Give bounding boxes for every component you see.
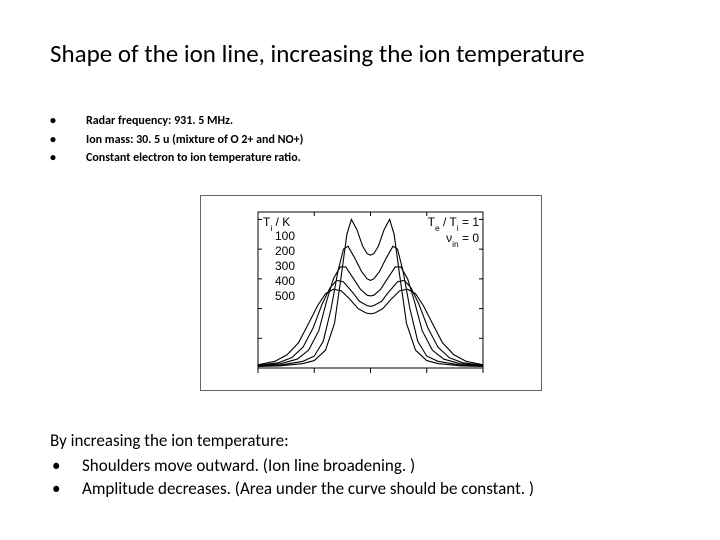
- bullet-dot-icon: •: [50, 455, 82, 478]
- bottom-text-block: By increasing the ion temperature: • Sho…: [50, 430, 534, 501]
- svg-text:400: 400: [275, 274, 295, 288]
- top-bullet-item: • Radar frequency: 931. 5 MHz.: [50, 112, 303, 131]
- svg-text:300: 300: [275, 259, 295, 273]
- top-bullet-list: • Radar frequency: 931. 5 MHz. • Ion mas…: [50, 112, 303, 168]
- chart-border: Ti / K100200300400500Te / Ti = 1νin = 0: [200, 195, 542, 391]
- bottom-bullet-text: Shoulders move outward. (Ion line broade…: [82, 455, 415, 478]
- svg-text:100: 100: [275, 229, 295, 243]
- top-bullet-text: Ion mass: 30. 5 u (mixture of O 2+ and N…: [86, 131, 303, 150]
- chart-container: Ti / K100200300400500Te / Ti = 1νin = 0: [200, 195, 540, 396]
- bullet-dot-icon: •: [50, 149, 86, 168]
- bullet-dot-icon: •: [50, 131, 86, 150]
- svg-text:νin = 0: νin = 0: [446, 231, 479, 249]
- svg-text:500: 500: [275, 289, 295, 303]
- top-bullet-item: • Ion mass: 30. 5 u (mixture of O 2+ and…: [50, 131, 303, 150]
- top-bullet-item: • Constant electron to ion temperature r…: [50, 149, 303, 168]
- bottom-bullet-item: • Shoulders move outward. (Ion line broa…: [50, 455, 534, 478]
- bottom-lead-text: By increasing the ion temperature:: [50, 430, 534, 453]
- slide: Shape of the ion line, increasing the io…: [0, 0, 720, 540]
- bottom-bullet-item: • Amplitude decreases. (Area under the c…: [50, 478, 534, 501]
- bullet-dot-icon: •: [50, 478, 82, 501]
- bottom-bullet-text: Amplitude decreases. (Area under the cur…: [82, 478, 534, 501]
- slide-title: Shape of the ion line, increasing the io…: [50, 40, 670, 69]
- top-bullet-text: Constant electron to ion temperature rat…: [86, 149, 301, 168]
- svg-text:200: 200: [275, 244, 295, 258]
- bullet-dot-icon: •: [50, 112, 86, 131]
- top-bullet-text: Radar frequency: 931. 5 MHz.: [86, 112, 233, 131]
- ion-line-chart: Ti / K100200300400500Te / Ti = 1νin = 0: [203, 198, 539, 388]
